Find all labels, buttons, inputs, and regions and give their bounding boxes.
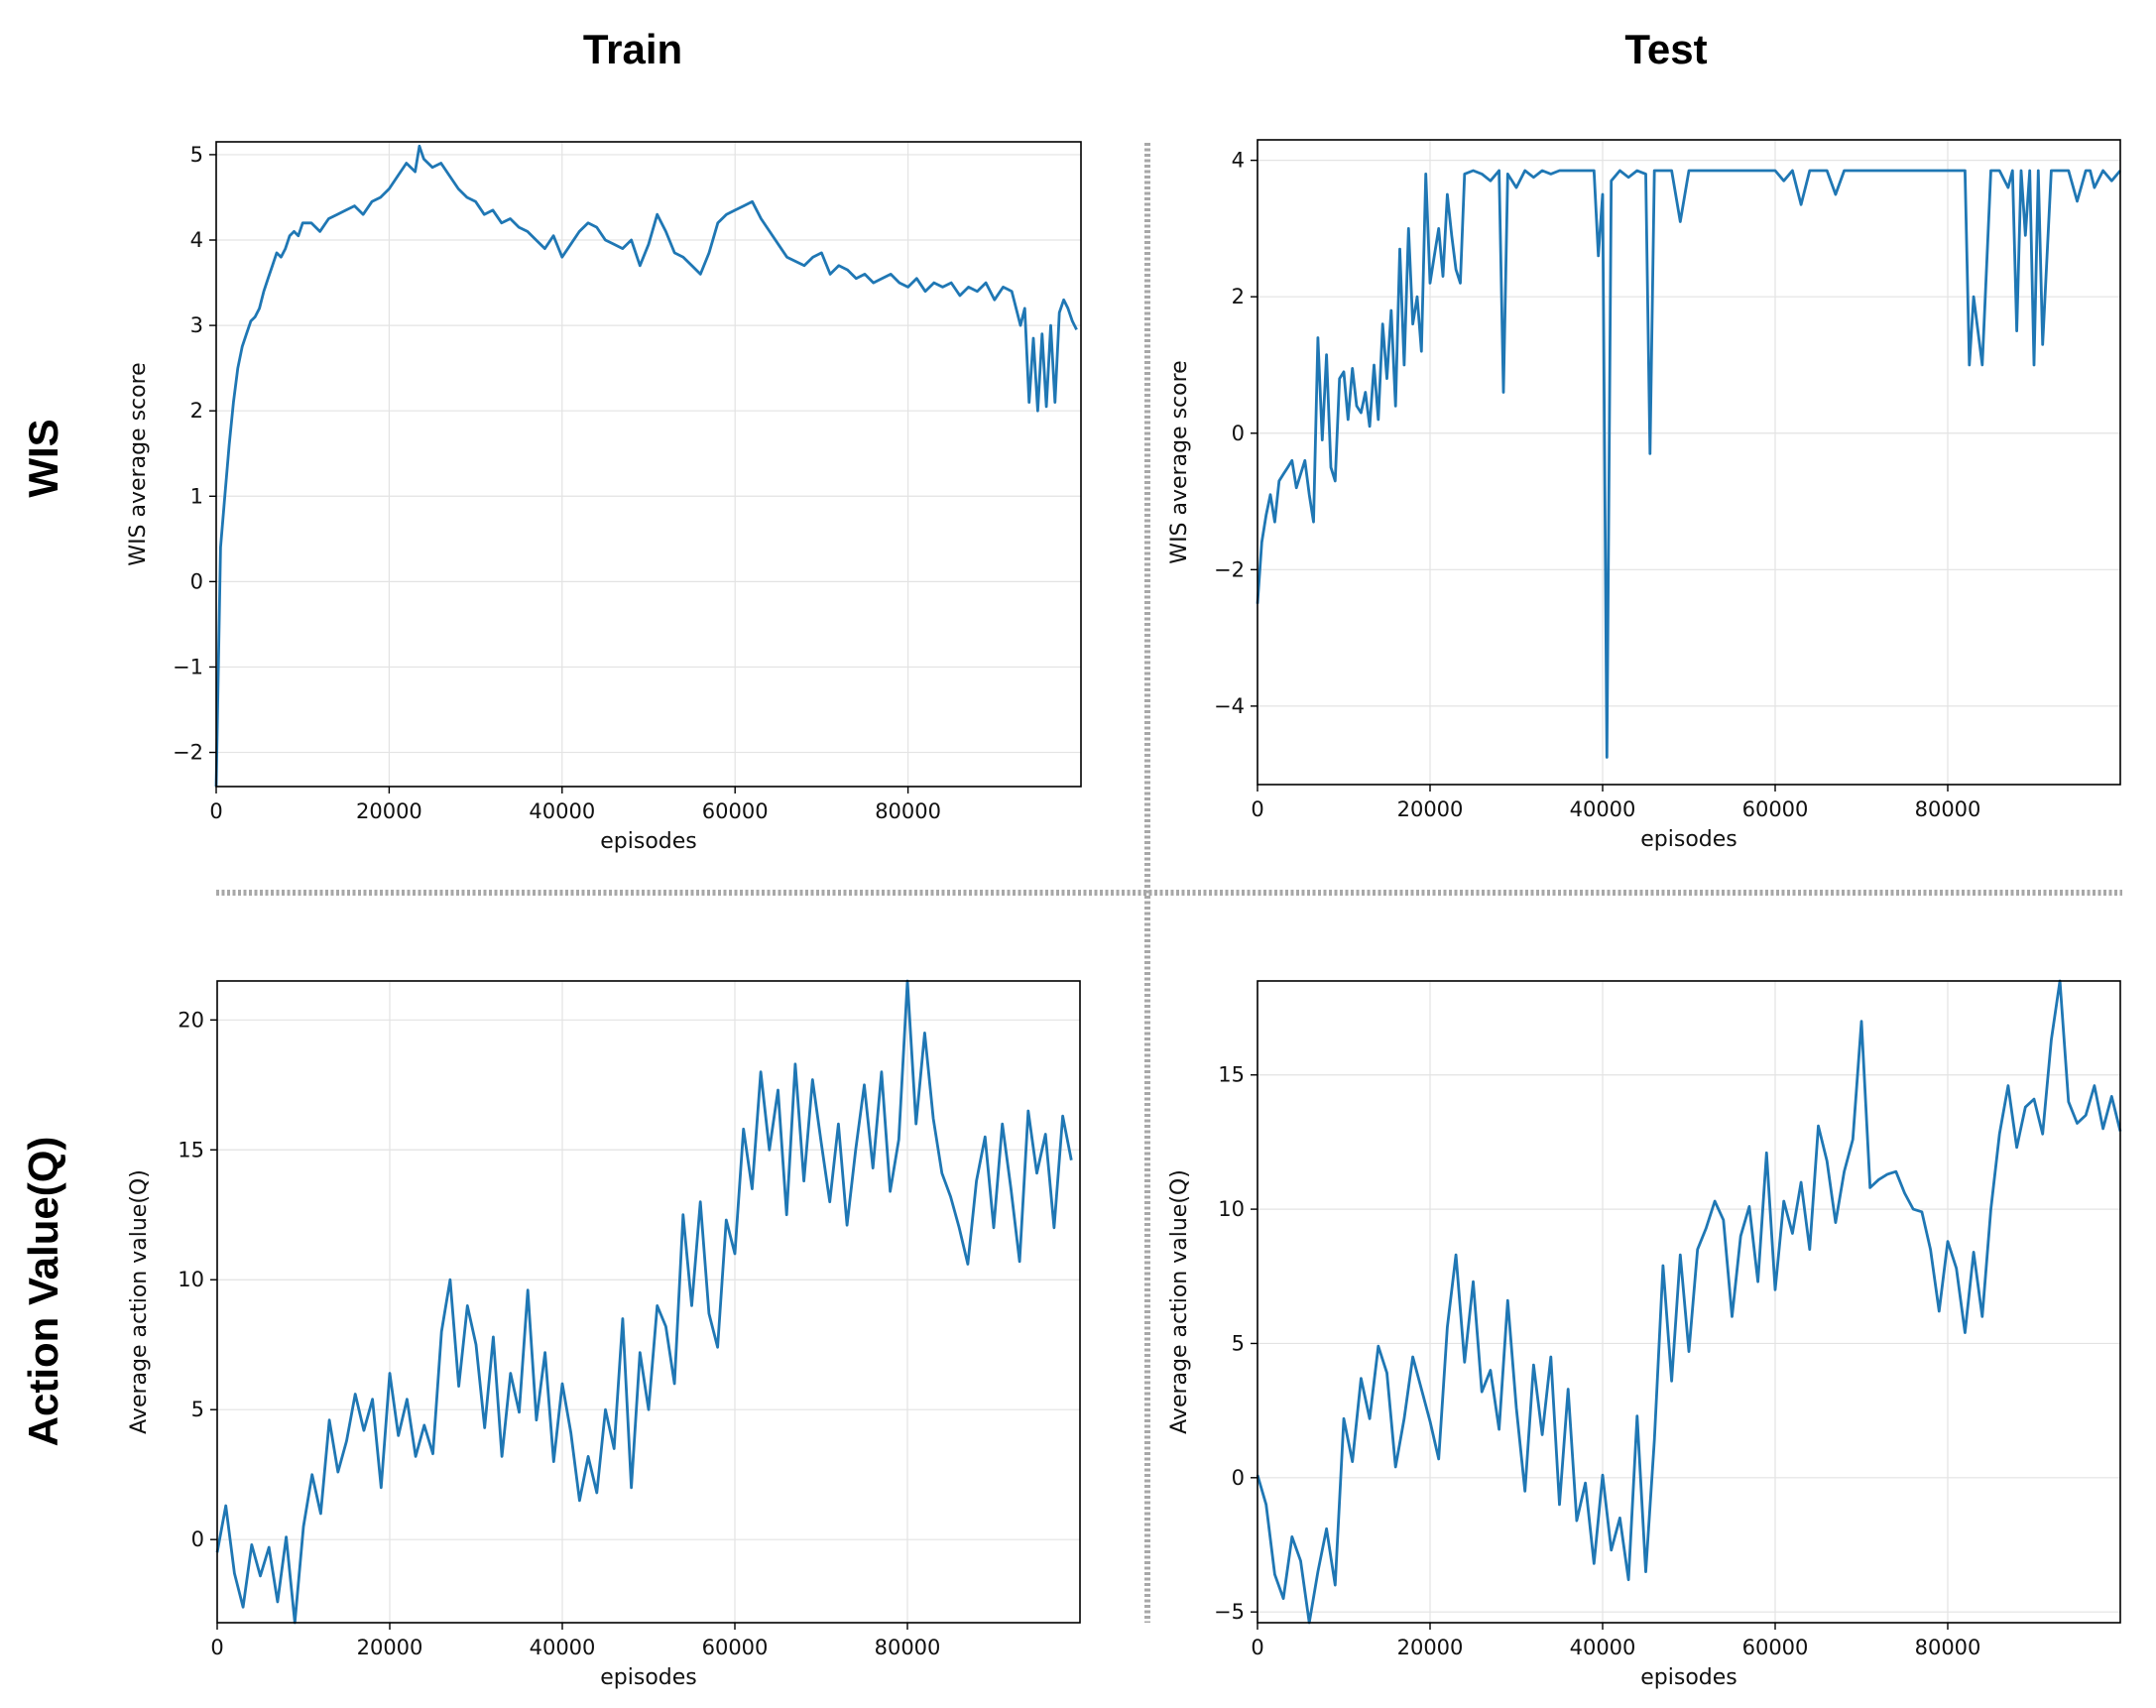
y-tick-label: 4	[190, 228, 203, 252]
y-tick-label: 15	[178, 1138, 204, 1161]
y-tick-label: 2	[190, 399, 203, 423]
y-tick-label: 0	[191, 1527, 204, 1551]
plot-frame	[216, 980, 1081, 1624]
y-tick-label: 5	[191, 1398, 204, 1421]
x-axis-label: episodes	[1640, 1665, 1737, 1690]
x-tick-label: 20000	[1397, 1636, 1464, 1659]
x-tick-label: 40000	[1570, 1636, 1636, 1659]
y-axis-label: WIS average score	[1167, 360, 1192, 563]
y-tick-label: 0	[1232, 422, 1245, 445]
x-tick-label: 20000	[1397, 797, 1464, 821]
y-tick-label: −5	[1214, 1600, 1245, 1624]
x-tick-label: 20000	[357, 1636, 423, 1659]
x-tick-label: 40000	[530, 1636, 596, 1659]
y-tick-label: 4	[1232, 149, 1245, 173]
y-tick-label: 10	[178, 1268, 204, 1291]
wis-train-panel: 0 20000 40000 60000 80000 −2 −1 0 1 2 3 4 5 episodes W…	[126, 141, 1082, 854]
y-axis-label: Average action value(Q)	[1167, 1169, 1192, 1434]
column-title-test: Test	[1624, 26, 1707, 72]
x-tick-label: 0	[210, 1636, 223, 1659]
y-tick-label: 20	[178, 1008, 204, 1032]
y-tick-label: 3	[190, 313, 203, 337]
y-axis-label: Average action value(Q)	[127, 1169, 152, 1434]
x-tick-label: 0	[209, 799, 222, 823]
column-title-train: Train	[583, 26, 682, 72]
x-tick-label: 40000	[529, 799, 595, 823]
x-tick-label: 80000	[1915, 1636, 1981, 1659]
y-tick-label: 10	[1218, 1197, 1245, 1221]
x-tick-label: 60000	[702, 799, 769, 823]
y-tick-label: 5	[190, 143, 203, 167]
x-tick-label: 60000	[1742, 797, 1809, 821]
x-tick-label: 20000	[356, 799, 422, 823]
q-test-panel: 0 20000 40000 60000 80000 −5 0 5 10 15 episodes Ave…	[1167, 979, 2122, 1690]
y-axis-label: WIS average score	[126, 362, 151, 565]
y-tick-label: −4	[1214, 694, 1245, 718]
x-tick-label: 60000	[702, 1636, 769, 1659]
series-line-q-test	[1256, 979, 2122, 1625]
x-tick-label: 60000	[1742, 1636, 1809, 1659]
wis-test-panel: 0 20000 40000 60000 80000 −4 −2 0 2 4 episodes WIS …	[1167, 139, 2122, 852]
row-title-action-value: Action Value(Q)	[20, 1137, 66, 1447]
y-tick-label: 0	[1232, 1466, 1245, 1490]
plot-frame	[1257, 980, 2121, 1624]
y-tick-label: 5	[1232, 1331, 1245, 1355]
x-tick-label: 80000	[875, 799, 941, 823]
row-title-wis: WIS	[20, 419, 66, 497]
x-axis-label: episodes	[600, 829, 697, 854]
x-tick-label: 80000	[875, 1636, 941, 1659]
plot-frame	[215, 141, 1082, 788]
q-train-panel: 0 20000 40000 60000 80000 0 5 10 15 20 episodes Ave…	[127, 979, 1081, 1690]
x-tick-label: 40000	[1570, 797, 1636, 821]
y-tick-label: −2	[1214, 557, 1245, 581]
series-line-wis-train	[214, 144, 1078, 788]
x-axis-label: episodes	[600, 1665, 697, 1690]
x-tick-label: 0	[1251, 1636, 1263, 1659]
y-tick-label: −1	[173, 655, 203, 678]
y-tick-label: 15	[1218, 1063, 1245, 1087]
x-tick-label: 0	[1251, 797, 1263, 821]
y-tick-label: 2	[1232, 285, 1245, 308]
x-tick-label: 80000	[1915, 797, 1981, 821]
y-tick-label: 1	[190, 484, 203, 508]
plot-frame	[1257, 139, 2121, 786]
x-axis-label: episodes	[1640, 827, 1737, 852]
series-line-q-train	[215, 979, 1073, 1625]
y-tick-label: 0	[190, 569, 203, 593]
y-tick-label: −2	[173, 741, 203, 765]
series-line-wis-test	[1256, 169, 2122, 759]
